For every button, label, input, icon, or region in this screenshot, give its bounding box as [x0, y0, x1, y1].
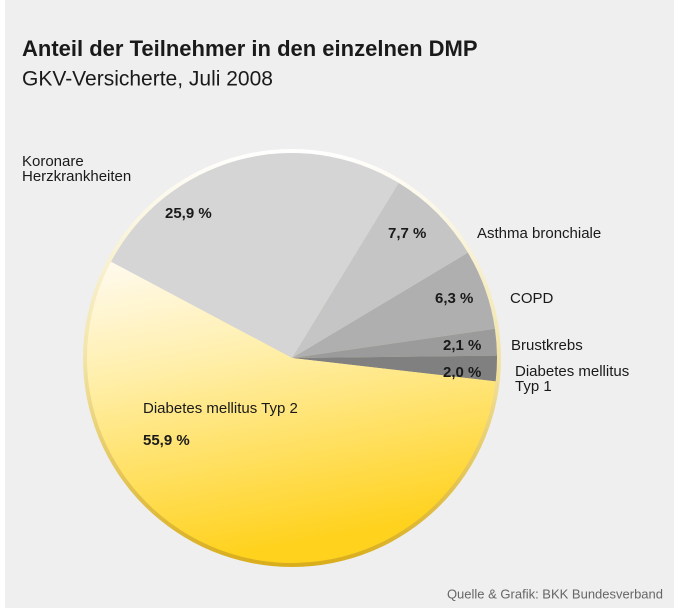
pie-slice — [292, 355, 498, 382]
value-label: 7,7 % — [388, 225, 426, 242]
label-line: Diabetes mellitus — [515, 363, 629, 380]
label-line: Herzkrankheiten — [22, 168, 131, 185]
chart-subtitle: GKV-Versicherte, Juli 2008 — [22, 68, 273, 91]
value-label: 55,9 % — [143, 432, 190, 449]
category-label: Diabetes mellitus Typ 1 — [515, 363, 629, 395]
category-label: COPD — [510, 290, 554, 307]
value-label: 2,0 % — [443, 364, 481, 381]
pie-slice — [87, 261, 496, 563]
label-line: Koronare — [22, 153, 84, 170]
value-label: 25,9 % — [165, 205, 212, 222]
value-label: 6,3 % — [435, 290, 473, 307]
category-label: Koronare Herzkrankheiten — [22, 153, 131, 185]
label-line: Typ 1 — [515, 378, 552, 395]
pie-slice — [110, 153, 399, 358]
value-label: 2,1 % — [443, 337, 481, 354]
category-label: Diabetes mellitus Typ 2 — [143, 400, 298, 417]
pie-slice — [292, 182, 468, 358]
chart-title: Anteil der Teilnehmer in den einzelnen D… — [22, 36, 478, 61]
pie-slice — [292, 252, 495, 358]
category-label: Brustkrebs — [511, 337, 583, 354]
category-label: Asthma bronchiale — [477, 225, 601, 242]
pie-slice — [292, 328, 497, 358]
source: Quelle & Grafik: BKK Bundesverband — [447, 586, 663, 601]
